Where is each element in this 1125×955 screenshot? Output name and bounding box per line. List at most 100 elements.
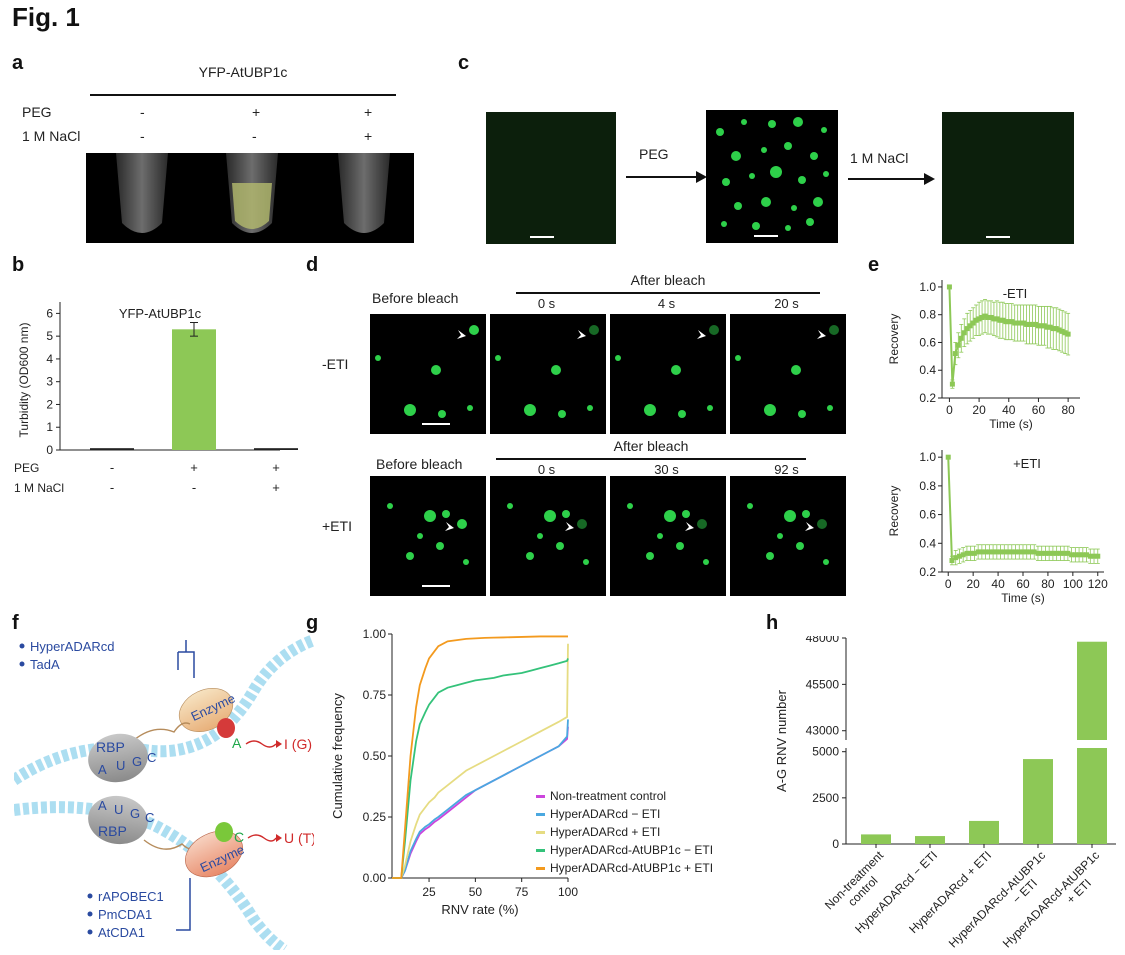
bar-upper-segment: [1077, 641, 1107, 740]
condensate-dot: [827, 405, 833, 411]
d-row1-label: -ETI: [322, 356, 349, 372]
micrograph-frame: [610, 476, 726, 596]
d-row1-time-3: 20 s: [774, 296, 799, 311]
data-point: [1084, 552, 1090, 558]
data-point: [1018, 320, 1024, 326]
scale-bar: [986, 236, 1010, 238]
data-point: [955, 342, 961, 348]
condensate-dot: [707, 405, 713, 411]
x-tick-label: 75: [515, 885, 529, 899]
panel-label-c: c: [458, 52, 470, 74]
condensate-dot: [806, 218, 814, 226]
condensate-dot: [678, 410, 686, 418]
bar-lower-segment: [1077, 748, 1107, 844]
data-point: [967, 323, 973, 329]
condensate-dot: [507, 503, 513, 509]
panel-label-g: g: [306, 612, 319, 634]
condensate-dot: [821, 127, 827, 133]
y-tick-label: 3: [46, 375, 53, 389]
y-tick-label: 43000: [806, 724, 840, 738]
legend-label: Non-treatment control: [550, 789, 666, 803]
data-point: [975, 549, 981, 555]
data-point: [952, 351, 958, 357]
condensate-dot: [387, 503, 393, 509]
panel-label-h: h: [766, 612, 779, 634]
data-point: [945, 454, 951, 460]
panel-a-peg-sign-3: +: [364, 104, 373, 120]
d-row2-time-2: 30 s: [654, 462, 679, 477]
panel-a-row-nacl: 1 M NaCl: [22, 128, 81, 144]
data-point: [1044, 324, 1050, 330]
condensate-dot: [798, 176, 806, 184]
top-enzyme-1: HyperADARcd: [30, 639, 115, 654]
condensate-dot: [664, 510, 676, 522]
x-tick-label: 20: [972, 403, 986, 417]
row-label-peg: PEG: [14, 461, 39, 475]
rbp-top-shape: [88, 733, 148, 783]
condensate-dot: [375, 355, 381, 361]
d-row1-after-line: [516, 292, 820, 294]
arrowhead-icon: [697, 330, 706, 339]
panel-e-bottom-chart: 0.2 0.4 0.6 0.8 1.0 0 20 40 60 80 100 120 Time (s) Re…: [880, 442, 1116, 619]
data-point: [1095, 553, 1101, 559]
panel-a-row-peg: PEG: [22, 104, 52, 120]
condensate-dot: [577, 519, 587, 529]
bottom-enzyme-3: AtCDA1: [98, 925, 145, 940]
legend-swatch: [536, 831, 545, 834]
y-tick-label: 0.8: [919, 479, 936, 493]
condensate-dot: [734, 202, 742, 210]
legend-label: HyperADARcd − ETI: [550, 807, 660, 821]
figure-title: Fig. 1: [12, 2, 80, 32]
arrowhead-icon: [445, 522, 454, 531]
condensate-dot: [424, 510, 436, 522]
rna-strand-top: [10, 634, 317, 786]
condensate-dot: [823, 559, 829, 565]
x-tick-label: 120: [1088, 577, 1108, 591]
condensate-dot: [761, 147, 767, 153]
condensate-dot: [731, 151, 741, 161]
condensate-dot: [784, 510, 796, 522]
condensate-dot: [813, 197, 823, 207]
legend-swatch: [536, 813, 545, 816]
y-tick-label: 5000: [812, 745, 839, 759]
arrowhead-icon: [805, 522, 814, 531]
data-point: [1009, 549, 1015, 555]
bar: [1023, 759, 1053, 844]
bullet-icon: [19, 643, 25, 649]
bullet-icon: [19, 661, 25, 667]
data-point: [1072, 552, 1078, 558]
data-point: [956, 553, 962, 559]
condensate-dot: [770, 166, 782, 178]
base-bottom-1: A: [98, 798, 107, 813]
data-point: [1038, 323, 1044, 329]
panel-g-chart: 0.00 0.25 0.50 0.75 1.00 25 50 75 100 RNV rate (%…: [318, 627, 768, 955]
series-line: [392, 635, 568, 879]
condensate-dot: [438, 410, 446, 418]
data-point: [1005, 549, 1011, 555]
micrograph-frame: [730, 314, 846, 434]
condensate-dot: [761, 197, 771, 207]
d-row1-time-1: 0 s: [537, 296, 556, 311]
y-tick-label: 0.6: [919, 508, 936, 522]
data-point: [998, 549, 1004, 555]
data-point: [1091, 553, 1097, 559]
edit-top-to: I (G): [284, 736, 312, 752]
panel-a-peg-sign-2: +: [252, 104, 261, 120]
data-point: [970, 320, 976, 326]
data-point: [991, 316, 997, 322]
x-tick-label: 80: [1061, 403, 1075, 417]
micrograph-frame: [370, 476, 486, 596]
linker-top: [133, 722, 191, 741]
condensate-dot: [810, 152, 818, 160]
y-tick-label: 48000: [806, 636, 840, 645]
micrograph-frame: [370, 314, 486, 434]
panel-label-f: f: [12, 612, 19, 634]
panel-a-peg-sign-1: -: [140, 104, 145, 120]
y-tick-label: 4: [46, 352, 53, 366]
bar: [254, 448, 298, 450]
condensate-dot: [829, 325, 839, 335]
condensate-dot: [657, 533, 663, 539]
base-bottom-4: C: [145, 810, 154, 825]
data-point: [964, 550, 970, 556]
d-row2-images: [370, 476, 846, 601]
